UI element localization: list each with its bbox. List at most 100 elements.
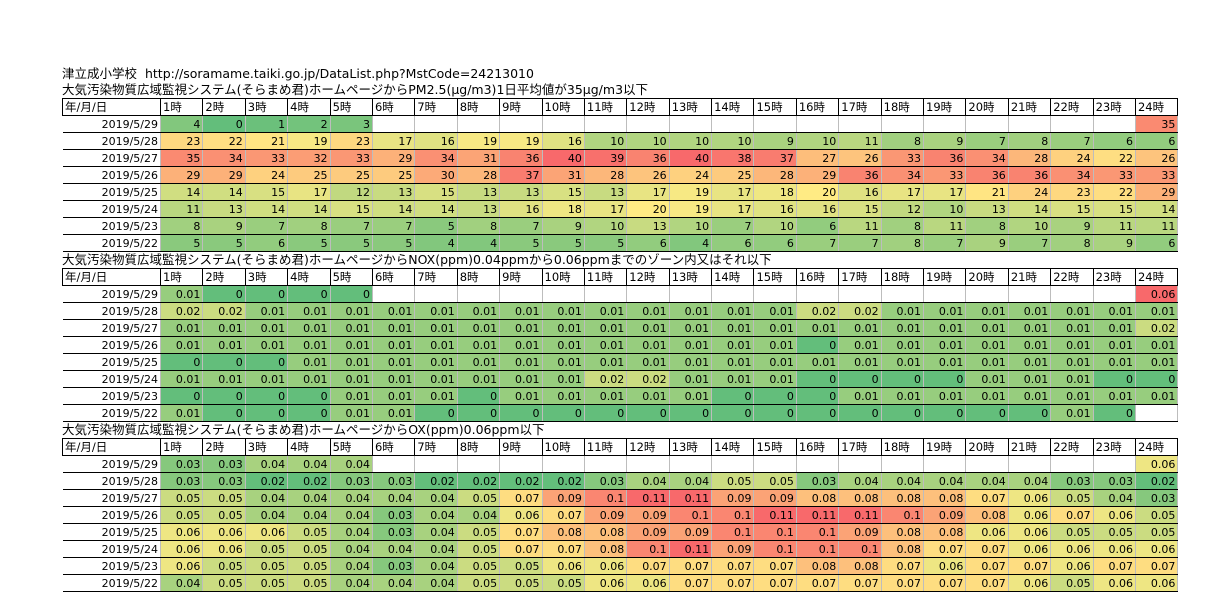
- value-cell[interactable]: 32: [287, 149, 331, 167]
- value-cell[interactable]: 0: [159, 387, 204, 405]
- hour-column-header[interactable]: 1時: [159, 438, 204, 456]
- value-cell[interactable]: 0.06: [1134, 455, 1179, 473]
- value-cell[interactable]: 35: [1134, 115, 1179, 133]
- value-cell[interactable]: 0.01: [965, 370, 1009, 388]
- value-cell[interactable]: 0.06: [202, 523, 246, 541]
- value-cell[interactable]: 0.01: [668, 387, 713, 405]
- value-cell[interactable]: 0.01: [244, 302, 289, 320]
- value-cell[interactable]: 0.07: [753, 557, 797, 575]
- hour-column-header[interactable]: 12時: [626, 268, 670, 286]
- value-cell[interactable]: 14: [371, 200, 416, 218]
- value-cell[interactable]: 0.07: [626, 557, 670, 575]
- value-cell[interactable]: 0.01: [1092, 353, 1136, 371]
- value-cell[interactable]: 23: [329, 132, 373, 150]
- value-cell[interactable]: 0.04: [329, 506, 373, 524]
- value-cell[interactable]: 0.01: [541, 353, 585, 371]
- value-cell[interactable]: 0.04: [244, 489, 289, 507]
- value-cell[interactable]: 0.01: [202, 319, 246, 337]
- value-cell[interactable]: 0.06: [541, 557, 585, 575]
- value-cell[interactable]: 0.03: [583, 472, 628, 490]
- value-cell[interactable]: 0.04: [371, 489, 416, 507]
- value-cell[interactable]: 0.02: [1134, 319, 1179, 337]
- hour-column-header[interactable]: 13時: [668, 98, 713, 116]
- date-cell[interactable]: 2019/5/22: [62, 574, 161, 592]
- value-cell[interactable]: 0.05: [456, 557, 501, 575]
- value-cell[interactable]: 0.01: [583, 302, 628, 320]
- value-cell[interactable]: 23: [159, 132, 204, 150]
- value-cell[interactable]: 0: [202, 115, 246, 133]
- value-cell[interactable]: 33: [880, 149, 925, 167]
- value-cell[interactable]: 0.09: [711, 489, 755, 507]
- value-cell[interactable]: 0.1: [838, 540, 882, 558]
- value-cell[interactable]: 0.01: [1007, 387, 1052, 405]
- value-cell[interactable]: 0.04: [329, 574, 373, 592]
- value-cell[interactable]: 6: [626, 234, 670, 252]
- value-cell[interactable]: 0.01: [795, 319, 840, 337]
- value-cell[interactable]: 0.05: [753, 472, 797, 490]
- value-cell[interactable]: 4: [668, 234, 713, 252]
- value-cell[interactable]: 0.04: [414, 489, 458, 507]
- value-cell[interactable]: 25: [329, 166, 373, 184]
- hour-column-header[interactable]: 13時: [668, 268, 713, 286]
- value-cell[interactable]: 0.1: [626, 540, 670, 558]
- value-cell[interactable]: [711, 115, 755, 133]
- hour-column-header[interactable]: 24時: [1134, 98, 1179, 116]
- value-cell[interactable]: 0.04: [414, 540, 458, 558]
- value-cell[interactable]: 0.09: [753, 489, 797, 507]
- value-cell[interactable]: 0.05: [1134, 506, 1179, 524]
- value-cell[interactable]: 0.01: [711, 302, 755, 320]
- value-cell[interactable]: 16: [541, 132, 585, 150]
- value-cell[interactable]: 8: [880, 132, 925, 150]
- value-cell[interactable]: 10: [668, 132, 713, 150]
- value-cell[interactable]: 0.01: [1134, 336, 1179, 354]
- value-cell[interactable]: 4: [414, 234, 458, 252]
- value-cell[interactable]: [541, 115, 585, 133]
- value-cell[interactable]: 0.04: [414, 557, 458, 575]
- date-cell[interactable]: 2019/5/29: [62, 455, 161, 473]
- value-cell[interactable]: 0: [1007, 404, 1052, 422]
- value-cell[interactable]: 0.01: [329, 302, 373, 320]
- value-cell[interactable]: 0.11: [668, 489, 713, 507]
- value-cell[interactable]: 13: [456, 200, 501, 218]
- value-cell[interactable]: 0.01: [838, 319, 882, 337]
- value-cell[interactable]: 0.03: [202, 455, 246, 473]
- value-cell[interactable]: 0.01: [1050, 370, 1094, 388]
- value-cell[interactable]: 17: [711, 200, 755, 218]
- value-cell[interactable]: 0.01: [668, 336, 713, 354]
- value-cell[interactable]: 0.06: [159, 557, 204, 575]
- value-cell[interactable]: 0.06: [1007, 523, 1052, 541]
- value-cell[interactable]: 29: [159, 166, 204, 184]
- value-cell[interactable]: 9: [1092, 234, 1136, 252]
- value-cell[interactable]: 31: [541, 166, 585, 184]
- value-cell[interactable]: [583, 285, 628, 303]
- value-cell[interactable]: [965, 455, 1009, 473]
- value-cell[interactable]: 0.01: [668, 370, 713, 388]
- value-cell[interactable]: 0: [541, 404, 585, 422]
- value-cell[interactable]: [371, 285, 416, 303]
- value-cell[interactable]: 0.01: [1092, 336, 1136, 354]
- hour-column-header[interactable]: 22時: [1050, 438, 1094, 456]
- value-cell[interactable]: [795, 115, 840, 133]
- hour-column-header[interactable]: 21時: [1007, 98, 1052, 116]
- value-cell[interactable]: [753, 285, 797, 303]
- value-cell[interactable]: 0.02: [414, 472, 458, 490]
- value-cell[interactable]: 0.02: [541, 472, 585, 490]
- value-cell[interactable]: 0.01: [414, 370, 458, 388]
- hour-column-header[interactable]: 17時: [838, 98, 882, 116]
- value-cell[interactable]: 0: [838, 404, 882, 422]
- hour-column-header[interactable]: 24時: [1134, 268, 1179, 286]
- value-cell[interactable]: 0.06: [965, 523, 1009, 541]
- value-cell[interactable]: 0.04: [414, 523, 458, 541]
- value-cell[interactable]: 0.01: [287, 353, 331, 371]
- value-cell[interactable]: 5: [287, 234, 331, 252]
- value-cell[interactable]: 0.06: [1092, 506, 1136, 524]
- value-cell[interactable]: 0.06: [1007, 574, 1052, 592]
- value-cell[interactable]: 0.09: [711, 540, 755, 558]
- value-cell[interactable]: 0.01: [1134, 353, 1179, 371]
- value-cell[interactable]: 22: [202, 132, 246, 150]
- hour-column-header[interactable]: 8時: [456, 98, 501, 116]
- value-cell[interactable]: 0: [838, 370, 882, 388]
- value-cell[interactable]: 0.01: [329, 370, 373, 388]
- value-cell[interactable]: 13: [456, 183, 501, 201]
- value-cell[interactable]: 0.07: [1134, 557, 1179, 575]
